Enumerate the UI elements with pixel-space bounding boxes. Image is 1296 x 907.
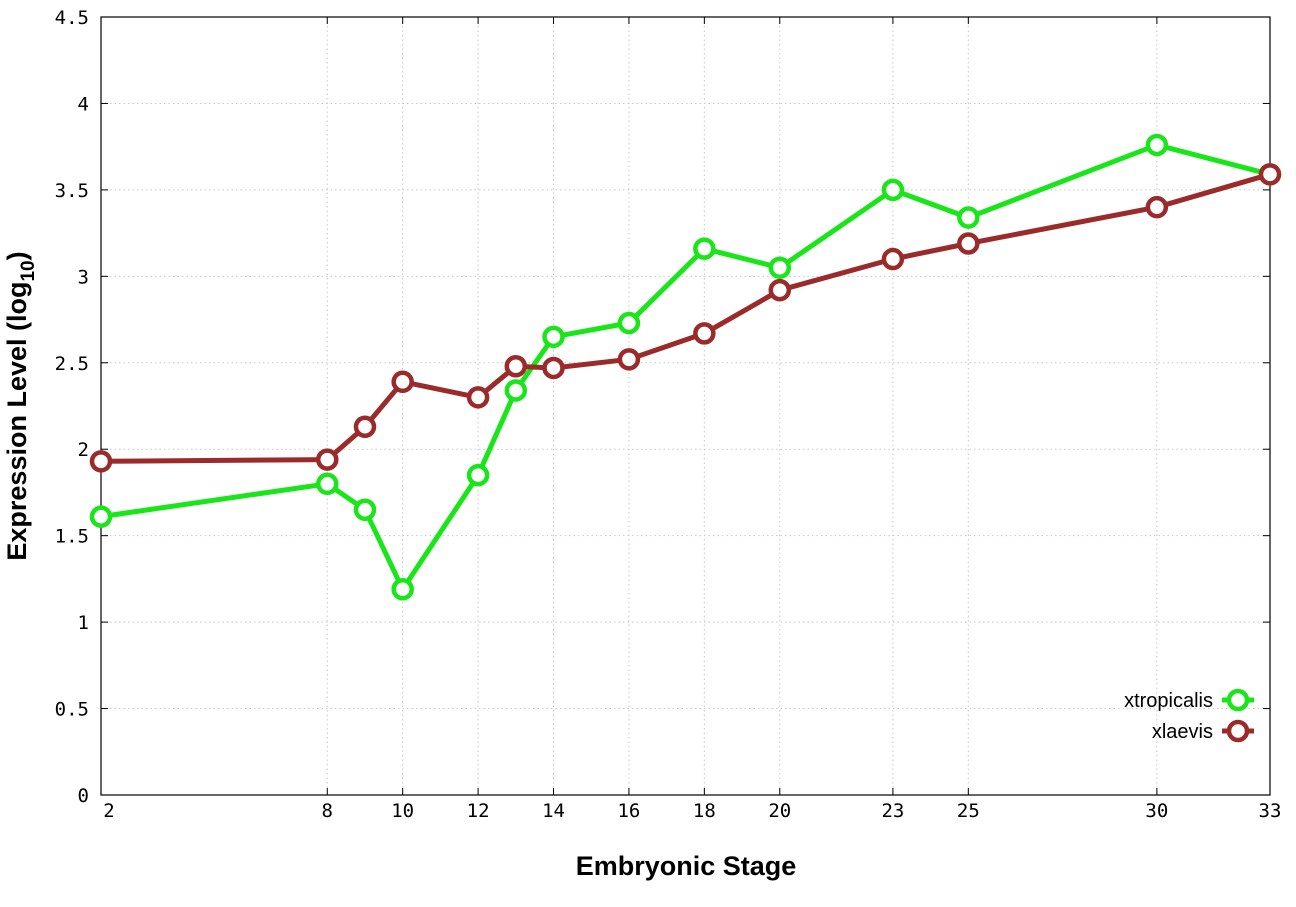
data-point [316, 448, 339, 471]
y-axis-title-subscript: 10 [18, 260, 39, 281]
y-tick-label: 3 [78, 266, 89, 288]
data-point [1145, 133, 1169, 157]
series-layer [89, 133, 1282, 601]
data-point [617, 348, 641, 371]
data-point [391, 578, 414, 601]
x-tick-label: 8 [322, 800, 333, 822]
y-tick-label: 4 [78, 93, 89, 115]
data-point [391, 370, 414, 394]
y-tick-label: 2 [78, 439, 89, 461]
data-point [617, 311, 641, 335]
y-tick-label: 1 [78, 612, 89, 634]
data-point [768, 278, 792, 302]
data-point [504, 379, 528, 402]
legend: xtropicalis xlaevis [1124, 688, 1254, 743]
y-tick-label: 0 [78, 785, 89, 807]
legend-label: xtropicalis [1124, 690, 1213, 712]
data-point [466, 463, 490, 487]
x-tick-label: 10 [391, 800, 414, 822]
legend-marker [1226, 688, 1250, 712]
y-tick-label: 2.5 [55, 353, 89, 375]
data-point [504, 354, 528, 378]
y-tick-label: 4.5 [55, 7, 89, 29]
data-point [957, 206, 980, 229]
y-axis-title-suffix: ) [2, 251, 32, 260]
series-xlaevis [89, 163, 1282, 473]
data-point [542, 325, 565, 349]
y-tick-label: 1.5 [55, 526, 89, 548]
x-axis-title: Embryonic Stage [576, 851, 797, 881]
x-tick-label: 30 [1145, 800, 1168, 822]
x-tick-label: 2 [103, 800, 114, 822]
data-point [353, 415, 377, 438]
data-point [881, 178, 905, 202]
x-tick-label: 16 [617, 800, 640, 822]
data-point [353, 498, 377, 521]
y-axis-title: Expression Level (log10) [2, 251, 39, 560]
legend-marker [1226, 719, 1250, 743]
legend-entry-xtropicalis: xtropicalis [1124, 688, 1254, 712]
data-point [1145, 195, 1169, 219]
data-point [1258, 163, 1282, 186]
legend-label: xlaevis [1152, 721, 1213, 743]
data-point [466, 386, 490, 409]
y-tick-label: 3.5 [55, 180, 89, 202]
grid [101, 17, 1270, 795]
series-xtropicalis [89, 133, 1282, 601]
x-tick-label: 33 [1259, 800, 1282, 822]
x-tick-label: 23 [881, 800, 904, 822]
legend-entry-xlaevis: xlaevis [1152, 719, 1254, 743]
data-point [542, 356, 565, 380]
plot-frame [100, 16, 1271, 796]
data-point [957, 232, 980, 255]
data-point [881, 247, 905, 271]
data-point [89, 505, 113, 528]
axis-ticks: 2 8 10 12 14 16 18 20 23 25 30 33 0 0.5 1 1.5 2 2.5 3 3.5 4 4… [55, 7, 1282, 822]
x-tick-label: 18 [693, 800, 716, 822]
data-point [316, 472, 339, 496]
x-tick-label: 20 [768, 800, 791, 822]
data-point [768, 256, 792, 279]
data-point [693, 237, 716, 260]
x-tick-label: 12 [467, 800, 490, 822]
series-line [100, 171, 1271, 464]
series-line [100, 142, 1271, 592]
y-axis-title-text: Expression Level (log [2, 282, 32, 561]
y-tick-label: 0.5 [55, 699, 89, 721]
x-tick-label: 25 [957, 800, 980, 822]
data-point [693, 322, 716, 345]
data-point [89, 450, 113, 473]
x-tick-label: 14 [542, 800, 565, 822]
